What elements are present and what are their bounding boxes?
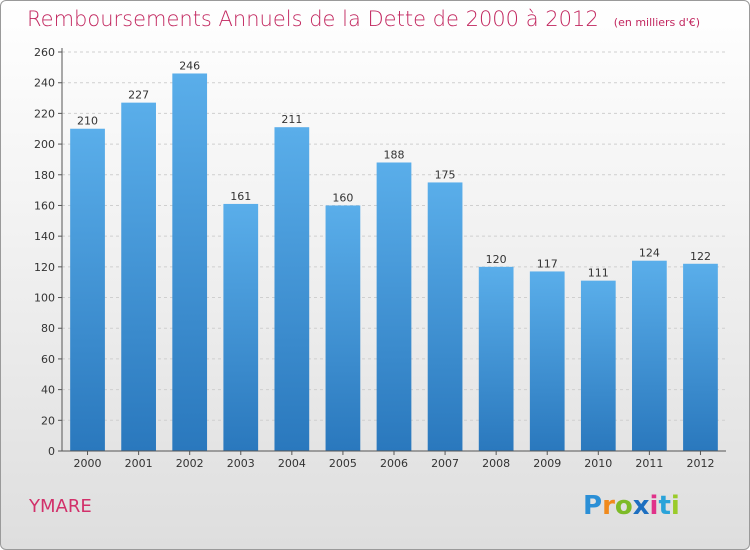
y-tick-label: 120 [34, 261, 55, 274]
bar [223, 203, 259, 451]
y-tick-label: 180 [34, 169, 55, 182]
logo-letter: t [658, 491, 671, 521]
y-tick-label: 0 [48, 445, 55, 458]
axes: 0 20 40 60 80 100 120 140 160 180 200 220 240 260 2000… [34, 46, 726, 470]
y-tick-label: 20 [41, 414, 55, 427]
x-tick-label: 2004 [278, 457, 306, 470]
bar-value-label: 210 [77, 115, 98, 128]
x-tick-label: 2007 [431, 457, 459, 470]
bar [580, 280, 616, 451]
x-tick-label: 2009 [533, 457, 561, 470]
bar [376, 162, 412, 451]
x-tick-label: 2012 [686, 457, 714, 470]
bar-value-label: 211 [281, 113, 302, 126]
y-tick-label: 160 [34, 199, 55, 212]
logo-letter: r [602, 491, 615, 521]
y-tick-label: 200 [34, 138, 55, 151]
bar-value-label: 111 [588, 267, 609, 280]
x-tick-label: 2003 [227, 457, 255, 470]
x-tick-label: 2005 [329, 457, 357, 470]
bar-value-label: 188 [384, 148, 405, 161]
x-tick-label: 2006 [380, 457, 408, 470]
x-tick-label: 2010 [584, 457, 612, 470]
y-tick-label: 140 [34, 230, 55, 243]
bar [172, 73, 208, 451]
y-tick-label: 100 [34, 292, 55, 305]
bar [683, 263, 718, 451]
y-tick-label: 260 [34, 46, 55, 59]
x-tick-label: 2002 [176, 457, 204, 470]
bar-value-label: 246 [179, 59, 200, 72]
proxiti-logo: Proxiti [583, 491, 680, 521]
y-tick-label: 60 [41, 353, 55, 366]
commune-name: YMARE [29, 496, 92, 517]
bar [427, 182, 463, 451]
x-tick-label: 2001 [125, 457, 153, 470]
bar [325, 205, 361, 451]
logo-letter: P [583, 491, 603, 521]
logo-letter: o [614, 491, 633, 521]
logo-letter: x [632, 491, 650, 521]
bar-value-label: 120 [486, 253, 507, 266]
logo-letter: i [670, 491, 680, 521]
bar-value-label: 124 [639, 247, 660, 260]
bar-value-label: 122 [690, 250, 711, 263]
bar [632, 260, 667, 451]
bar-value-label: 227 [128, 89, 149, 102]
bar [529, 271, 565, 451]
y-tick-label: 40 [41, 384, 55, 397]
bar-value-label: 117 [537, 257, 558, 270]
bar-value-label: 161 [230, 190, 251, 203]
bar [478, 266, 514, 451]
bar [121, 102, 156, 452]
bar-value-label: 175 [435, 168, 456, 181]
x-tick-label: 2000 [74, 457, 102, 470]
y-tick-label: 220 [34, 107, 55, 120]
bar [274, 127, 310, 451]
y-tick-label: 80 [41, 322, 55, 335]
chart-title: Remboursements Annuels de la Dette de 20… [27, 7, 700, 31]
bars: 210 227 246 161 211 160 188 175 120 117 111 124 122 [70, 59, 718, 452]
x-tick-label: 2011 [635, 457, 663, 470]
chart-title-text: Remboursements Annuels de la Dette de 20… [27, 7, 599, 31]
bar-value-label: 160 [332, 191, 353, 204]
chart-unit: (en milliers d'€) [613, 16, 701, 29]
logo-letter: i [649, 491, 659, 521]
y-tick-label: 240 [34, 77, 55, 90]
bar [70, 128, 105, 451]
x-tick-label: 2008 [482, 457, 510, 470]
